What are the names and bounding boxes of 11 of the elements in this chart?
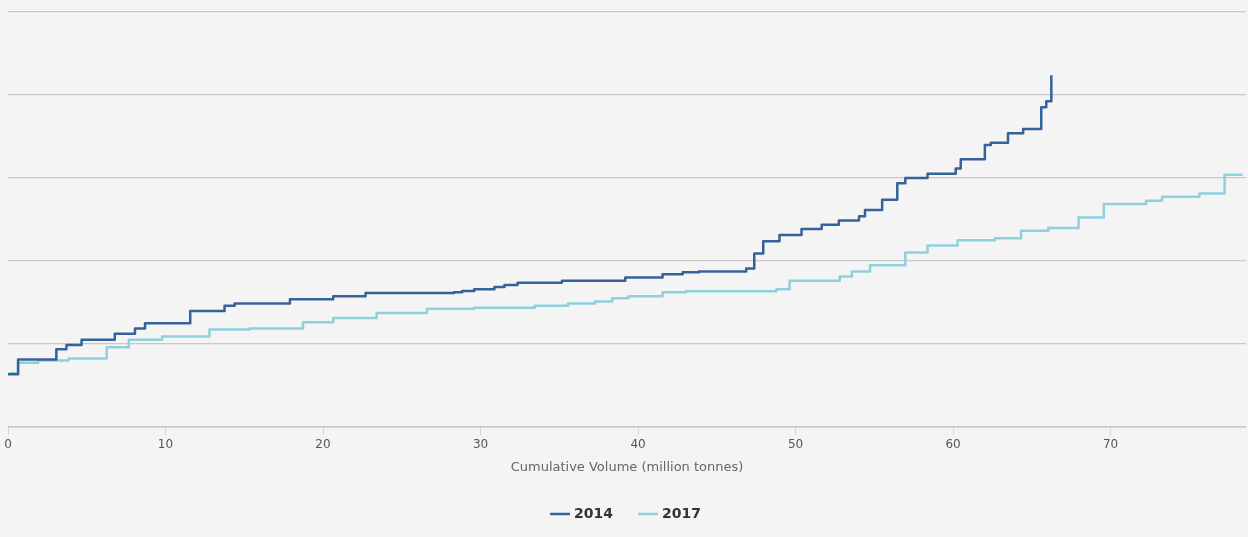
x-tick-label: 30 bbox=[472, 437, 489, 452]
x-tick-label: 40 bbox=[630, 437, 646, 452]
legend-label: 2017 bbox=[662, 504, 701, 521]
x-axis-title: Cumulative Volume (million tonnes) bbox=[510, 458, 744, 474]
x-tick-label: 70 bbox=[1102, 437, 1119, 452]
x-tick-label: 20 bbox=[315, 437, 331, 452]
x-tick-label: 60 bbox=[945, 437, 961, 452]
x-tick-label: 10 bbox=[157, 437, 174, 452]
x-tick-label: 50 bbox=[787, 437, 804, 452]
legend-label: 2014 bbox=[574, 504, 614, 521]
x-tick-label: 0 bbox=[4, 437, 12, 452]
